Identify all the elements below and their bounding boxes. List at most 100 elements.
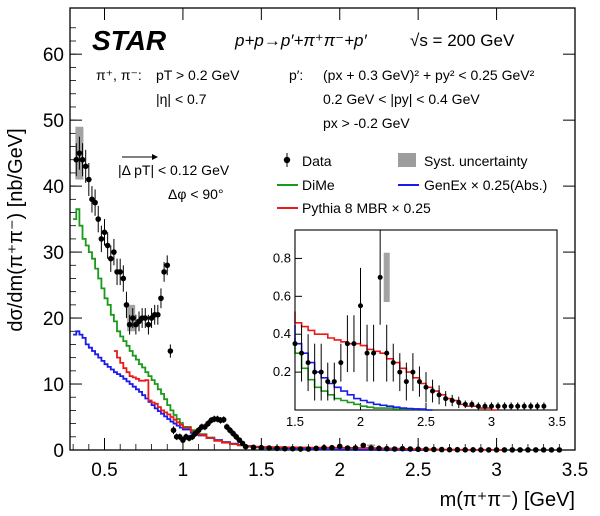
data-point [454, 446, 461, 453]
inset-data-point [384, 350, 390, 356]
inset-data-point [390, 360, 396, 366]
data-point [167, 348, 174, 354]
data-point [155, 311, 161, 318]
data-point [266, 445, 272, 451]
inset-data-point [495, 403, 501, 409]
inset-data-point [292, 341, 298, 347]
inset-data-point [403, 379, 409, 385]
inset-data-point [508, 403, 514, 409]
inset-x-tick-label: 3 [488, 414, 495, 429]
inset-series [292, 230, 547, 411]
legend-label-dime: DiMe [302, 177, 335, 193]
data-point [470, 447, 476, 453]
data-point [556, 447, 563, 453]
inset-data-point [423, 384, 429, 390]
data-point [360, 442, 367, 449]
data-point [478, 447, 484, 453]
data-point [73, 156, 80, 163]
inset-data-point [410, 369, 416, 375]
x-tick-label: 0.5 [91, 460, 117, 481]
data-point [336, 443, 343, 450]
data-point [282, 445, 288, 452]
data-point [274, 445, 280, 452]
data-point [321, 444, 327, 451]
proton-cuts-label: p′: [289, 67, 303, 83]
inset-y-tick-label: 0.6 [273, 288, 291, 303]
inset-data-point [371, 350, 377, 356]
legend-label-data: Data [302, 153, 332, 169]
delta-phi-cut: Δφ < 90° [168, 186, 224, 202]
inset-data-point [489, 403, 494, 409]
inset-x-tick-label: 3.5 [548, 414, 566, 429]
inset-data-point [358, 303, 363, 309]
data-point [145, 321, 152, 328]
y-tick-label: 0 [53, 441, 64, 462]
y-tick-label: 30 [43, 243, 64, 264]
inset-x-tick-label: 1.5 [286, 414, 304, 429]
inset-data-point [482, 403, 488, 409]
proton-cut-3: px > -0.2 GeV [323, 115, 410, 131]
data-point [540, 447, 547, 453]
data-point [384, 445, 390, 452]
inset-data-point [541, 403, 547, 409]
inset-data-point [318, 369, 324, 375]
inset-data-point [377, 274, 383, 280]
data-point [123, 302, 130, 308]
inset-data-point [443, 396, 449, 402]
data-point [485, 447, 492, 453]
inset-x-tick-label: 2 [357, 414, 364, 429]
inset-data-point [475, 403, 481, 409]
inset-data-point [338, 360, 344, 366]
data-point [509, 447, 516, 453]
legend-syst-swatch [398, 153, 416, 167]
inset-data-point [299, 350, 305, 356]
legend-label-syst: Syst. uncertainty [424, 153, 528, 169]
data-point [220, 416, 227, 423]
pion-eta-cut: |η| < 0.7 [156, 91, 207, 107]
data-point [104, 242, 111, 249]
x-tick-label: 1.5 [248, 460, 274, 481]
inset-data-point [351, 341, 357, 347]
inset-data-point [534, 403, 540, 409]
inset-data-point [430, 388, 436, 394]
y-tick-label: 40 [43, 177, 64, 198]
data-point [101, 229, 108, 236]
legend-entry-genex: GenEx × 0.25(Abs.) [398, 177, 547, 193]
inset-data-point [331, 379, 337, 385]
data-point [289, 445, 296, 452]
data-point [532, 447, 539, 453]
data-point [76, 150, 83, 156]
data-point [548, 447, 555, 453]
pion-pt-cut: pT > 0.2 GeV [156, 67, 240, 83]
data-point [142, 315, 149, 321]
data-point [376, 445, 382, 452]
data-point [407, 446, 414, 452]
legend: Data Syst. uncertainty DiMe GenEx × 0.25… [277, 153, 547, 216]
inset-y-tick-label: 0.8 [273, 250, 291, 265]
data-point [329, 444, 335, 451]
delta-pt-cut: |Δ pT| < 0.12 GeV [118, 162, 230, 178]
legend-entry-dime: DiMe [277, 177, 335, 193]
x-axis-label: m(π⁺π⁻) [GeV] [440, 489, 575, 511]
data-point [158, 295, 164, 302]
data-point [129, 315, 136, 321]
delta-pt-arrowhead [152, 154, 158, 160]
data-point [399, 445, 406, 452]
data-point [423, 446, 429, 453]
data-point [126, 321, 133, 328]
inset-data-point [344, 341, 350, 347]
data-point [297, 446, 304, 452]
data-point [79, 156, 86, 163]
data-point [170, 427, 177, 434]
data-point [431, 446, 437, 453]
data-point [86, 176, 92, 183]
inset-data-point [515, 403, 521, 409]
data-point [111, 249, 117, 255]
data-point [517, 447, 523, 453]
data-point [117, 269, 123, 275]
data-point [82, 163, 89, 170]
x-tick-label: 3 [491, 460, 502, 481]
inset-data-point [305, 360, 311, 366]
data-point [250, 444, 257, 451]
data-point [242, 443, 249, 450]
